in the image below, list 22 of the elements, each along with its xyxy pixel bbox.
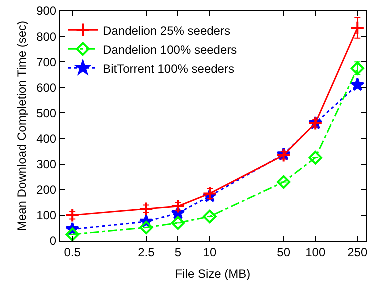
x-tick-label: 0.5 (64, 245, 82, 260)
x-tick-label: 50 (277, 245, 291, 260)
y-tick-label: 400 (36, 132, 57, 146)
y-tick-label: 800 (36, 30, 57, 44)
y-tick-label: 300 (36, 158, 57, 172)
x-tick-label: 250 (348, 245, 368, 260)
y-tick-label: 600 (36, 80, 57, 95)
x-tick-label: 10 (203, 245, 217, 260)
y-tick-label: 900 (36, 4, 57, 18)
y-tick-label: 700 (36, 55, 57, 70)
x-tick-label: 5 (174, 245, 182, 260)
legend-label: Dandelion 100% seeders (103, 42, 238, 57)
y-tick-label: 0 (50, 234, 57, 248)
legend-label: BitTorrent 100% seeders (103, 62, 234, 76)
x-tick-label: 100 (306, 245, 326, 260)
x-tick-label: 2.5 (138, 245, 156, 260)
y-tick-label: 200 (36, 183, 57, 198)
y-axis-title: Mean Download Completion Time (sec) (15, 20, 29, 232)
y-tick-label: 100 (36, 208, 57, 223)
legend-label: Dandelion 25% seeders (103, 24, 230, 38)
y-tick-label: 500 (36, 106, 57, 120)
x-axis-title: File Size (MB) (175, 267, 251, 281)
